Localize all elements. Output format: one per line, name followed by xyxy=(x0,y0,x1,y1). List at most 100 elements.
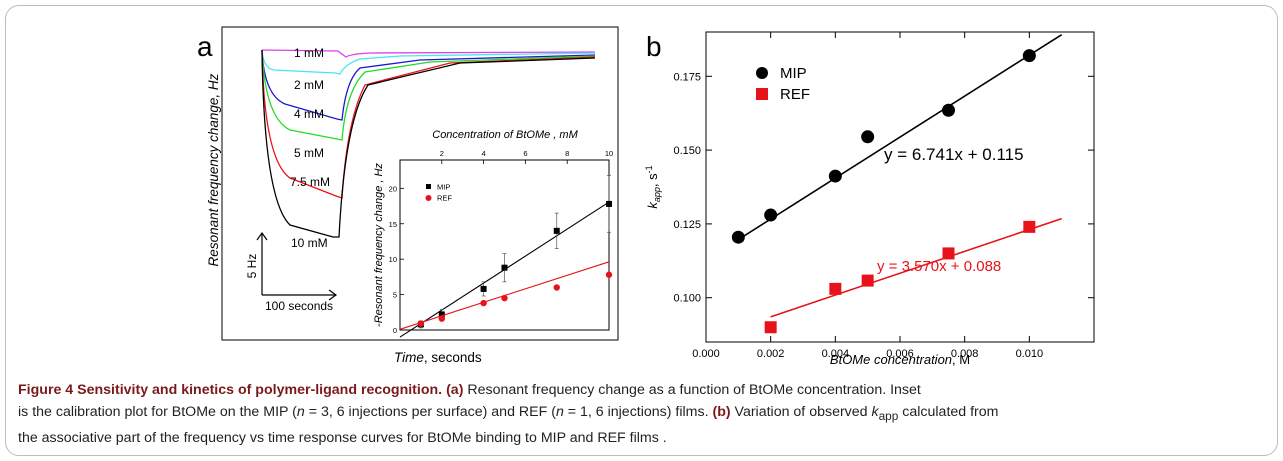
panel-b-point-ref xyxy=(1023,220,1036,233)
curve-label-10mM: 10 mM xyxy=(291,236,328,250)
inset-legend-mip: MIP xyxy=(437,183,450,192)
panel-b-xtick-label: 0.002 xyxy=(757,348,785,360)
caption-line2-a: is the calibration plot for BtOMe on the… xyxy=(18,404,297,420)
panel-a-xlabel-rest: , seconds xyxy=(424,350,482,365)
inset-point-mip xyxy=(480,285,487,292)
legend-ref: REF xyxy=(780,86,810,103)
caption-line1: Resonant frequency change as a function … xyxy=(463,382,921,398)
scale-bar-x-label: 100 seconds xyxy=(265,299,333,313)
curve-10mM xyxy=(261,49,596,238)
curve-label-1mM: 1 mM xyxy=(294,46,324,60)
caption-line2-d: Variation of observed xyxy=(730,404,872,420)
inset-ticks: 2 4 6 8 10 0 5 10 15 20 xyxy=(389,149,614,335)
caption-n-1: n xyxy=(296,404,305,420)
panel-b-point-mip xyxy=(764,208,778,222)
panel-b-point-mip xyxy=(1022,49,1036,63)
scale-bar: 5 Hz 100 seconds xyxy=(245,231,338,313)
panel-a-ylabel: Resonant frequency change, Hz xyxy=(206,73,221,266)
panel-b: b 0.000 0.002 0.004 0.006 0.008 0.010 0.100 0.1… xyxy=(644,31,1095,367)
curve-label-2mM: 2 mM xyxy=(294,78,324,92)
curve-1mM xyxy=(261,49,596,58)
inset-chart: Concentration of BtOMe , mM -Resonant fr… xyxy=(373,129,614,338)
caption-title: Figure 4 Sensitivity and kinetics of pol… xyxy=(18,382,443,398)
inset-ylabel: -Resonant frequency change , Hz xyxy=(373,163,385,327)
panel-b-marks xyxy=(731,33,1063,334)
panel-b-xlabel-unit: , M xyxy=(952,352,970,367)
panel-b-ytick-label: 0.150 xyxy=(673,145,701,157)
inset-xtick-label: 6 xyxy=(523,149,527,158)
panel-b-ylabel: kapp, s-1 xyxy=(644,165,662,208)
curve-5mM xyxy=(261,49,596,141)
scale-bar-arrow-up xyxy=(256,231,268,241)
inset-legend: MIP REF xyxy=(425,183,452,203)
curve-7-5mM xyxy=(261,49,596,199)
panel-b-fit-mip xyxy=(737,33,1063,241)
panel-b-point-ref xyxy=(764,321,777,334)
inset-point-mip xyxy=(606,200,612,207)
inset-legend-ref-marker xyxy=(425,195,432,201)
inset-frame xyxy=(399,159,610,331)
panel-b-xtick-label: 0.008 xyxy=(951,348,979,360)
panel-a-xlabel-italic: Time xyxy=(394,350,424,365)
inset-point-mip xyxy=(553,227,560,234)
panel-b-xlabel: BtOMe concentration, M xyxy=(830,352,970,367)
legend-ref-marker xyxy=(756,88,768,100)
panel-b-ytick-label: 0.175 xyxy=(673,71,701,83)
curve-4mM xyxy=(261,49,596,121)
inset-legend-ref: REF xyxy=(437,194,452,203)
panel-a: a Resonant frequency change, Hz Time, se… xyxy=(197,26,619,365)
caption-line2-e: calculated from xyxy=(898,404,999,420)
figure-frame xyxy=(5,5,1278,456)
inset-xtick-label: 8 xyxy=(565,149,569,158)
caption-k: k xyxy=(871,404,879,420)
legend-mip-marker xyxy=(756,67,768,79)
panel-b-legend: MIP REF xyxy=(756,65,810,103)
panel-b-point-ref xyxy=(861,274,874,287)
inset-ytick-label: 20 xyxy=(389,184,397,193)
inset-ytick-label: 0 xyxy=(393,326,397,335)
scale-bar-y-label: 5 Hz xyxy=(245,254,259,279)
inset-point-mip xyxy=(438,311,445,318)
panel-b-label: b xyxy=(646,31,662,62)
inset-xtick-label: 2 xyxy=(440,149,444,158)
panel-b-ylabel-sup: -1 xyxy=(644,165,654,173)
panel-b-ylabel-unit: , s xyxy=(645,173,660,187)
panel-b-ylabel-sub: app xyxy=(652,187,662,202)
scale-bar-arrow-right xyxy=(328,289,338,301)
panel-b-point-ref xyxy=(829,282,842,295)
curve-label-5mM: 5 mM xyxy=(294,146,324,160)
panel-b-point-mip xyxy=(942,103,955,117)
inset-ytick-label: 15 xyxy=(389,220,397,229)
inset-ytick-label: 5 xyxy=(393,291,397,300)
caption-line2-c: = 1, 6 injections) films. xyxy=(563,404,713,420)
panel-b-fit-ref xyxy=(770,217,1062,318)
inset-point-ref xyxy=(480,299,487,307)
response-curves xyxy=(261,49,596,238)
panel-b-xtick-label: 0.000 xyxy=(692,348,720,360)
panel-b-xtick-label: 0.010 xyxy=(1016,348,1044,360)
panel-a-frame xyxy=(221,26,619,341)
equation-mip: y = 6.741x + 0.115 xyxy=(884,145,1024,164)
caption-line2-b: = 3, 6 injections per surface) and REF ( xyxy=(304,404,556,420)
panel-b-xtick-label: 0.006 xyxy=(886,348,914,360)
legend-mip: MIP xyxy=(780,65,807,82)
panel-a-label: a xyxy=(197,31,213,62)
inset-point-ref xyxy=(605,271,613,278)
panel-b-ticks: 0.000 0.002 0.004 0.006 0.008 0.010 0.100 0.125… xyxy=(673,32,1094,360)
panel-b-xlabel-text: BtOMe concentration xyxy=(830,352,952,367)
inset-marks xyxy=(399,175,613,338)
caption-part-b-label: (b) xyxy=(712,404,731,420)
panel-b-point-mip xyxy=(861,130,875,144)
inset-xtick-label: 4 xyxy=(482,149,486,158)
caption-k-sub: app xyxy=(878,408,899,423)
figure-caption: Figure 4 Sensitivity and kinetics of pol… xyxy=(18,379,1268,449)
inset-ytick-label: 10 xyxy=(389,255,397,264)
inset-point-ref xyxy=(438,315,445,322)
caption-line3: the associative part of the frequency vs… xyxy=(18,429,667,446)
inset-point-mip xyxy=(501,264,508,271)
inset-point-ref xyxy=(501,294,508,302)
caption-part-a-label: (a) xyxy=(446,382,464,398)
figure-canvas: a Resonant frequency change, Hz Time, se… xyxy=(197,26,1095,367)
panel-a-xlabel: Time, seconds xyxy=(394,350,482,365)
inset-xtick-label: 10 xyxy=(605,149,613,158)
